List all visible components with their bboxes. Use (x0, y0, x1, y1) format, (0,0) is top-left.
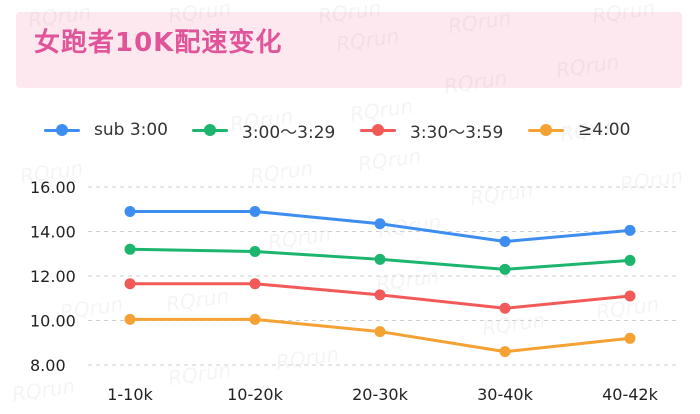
data-point[interactable] (374, 289, 386, 301)
legend-swatch (528, 118, 564, 142)
legend-swatch (192, 118, 228, 142)
y-axis: 8.00 10.00 12.00 14.00 16.00 (30, 178, 76, 375)
legend-label: ≥4:00 (578, 120, 631, 140)
data-point[interactable] (124, 278, 136, 290)
data-point[interactable] (249, 246, 261, 258)
data-point[interactable] (124, 243, 136, 255)
x-tick-label: 10-20k (227, 385, 283, 404)
legend-item-3-30-3-59[interactable]: 3:30～3:59 (360, 118, 504, 143)
data-point[interactable] (124, 205, 136, 217)
legend-label: sub 3:00 (94, 120, 169, 140)
data-point[interactable] (624, 332, 636, 344)
series-group (124, 278, 636, 314)
chart-title: 女跑者10K配速变化 (34, 28, 283, 58)
legend-label: 3:00～3:29 (242, 122, 336, 143)
data-point[interactable] (374, 218, 386, 230)
y-tick-label: 12.00 (30, 267, 76, 286)
legend-dot (372, 124, 384, 136)
y-tick-label: 10.00 (30, 312, 76, 331)
x-tick-label: 20-30k (352, 385, 408, 404)
series-layer (124, 205, 636, 358)
data-point[interactable] (249, 313, 261, 325)
legend-swatch (360, 118, 396, 142)
data-point[interactable] (499, 236, 511, 248)
legend-item-4-00-plus[interactable]: ≥4:00 (528, 118, 630, 142)
legend-item-sub-3-00[interactable]: sub 3:00 (44, 118, 168, 142)
legend-dot (204, 124, 216, 136)
legend-item-3-00-3-29[interactable]: 3:00～3:29 (192, 118, 336, 143)
data-point[interactable] (499, 263, 511, 275)
legend-label: 3:30～3:59 (410, 122, 504, 143)
title-banner (16, 12, 682, 88)
series-group (124, 313, 636, 358)
y-tick-label: 8.00 (30, 356, 66, 375)
y-tick-label: 14.00 (30, 223, 76, 242)
x-tick-label: 30-40k (477, 385, 533, 404)
data-point[interactable] (124, 313, 136, 325)
legend-dot (56, 124, 68, 136)
x-tick-label: 1-10k (107, 385, 153, 404)
legend-swatch (44, 118, 80, 142)
legend-dot (540, 124, 552, 136)
data-point[interactable] (249, 205, 261, 217)
data-point[interactable] (249, 278, 261, 290)
data-point[interactable] (624, 254, 636, 266)
data-point[interactable] (499, 302, 511, 314)
x-axis: 1-10k 10-20k 20-30k 30-40k 40-42k (107, 385, 658, 404)
data-point[interactable] (374, 326, 386, 338)
grid-layer (88, 186, 676, 366)
x-tick-label: 40-42k (602, 385, 658, 404)
data-point[interactable] (374, 253, 386, 265)
data-point[interactable] (624, 290, 636, 302)
y-tick-label: 16.00 (30, 178, 76, 197)
series-group (124, 205, 636, 248)
series-group (124, 243, 636, 275)
data-point[interactable] (499, 346, 511, 358)
data-point[interactable] (624, 224, 636, 236)
